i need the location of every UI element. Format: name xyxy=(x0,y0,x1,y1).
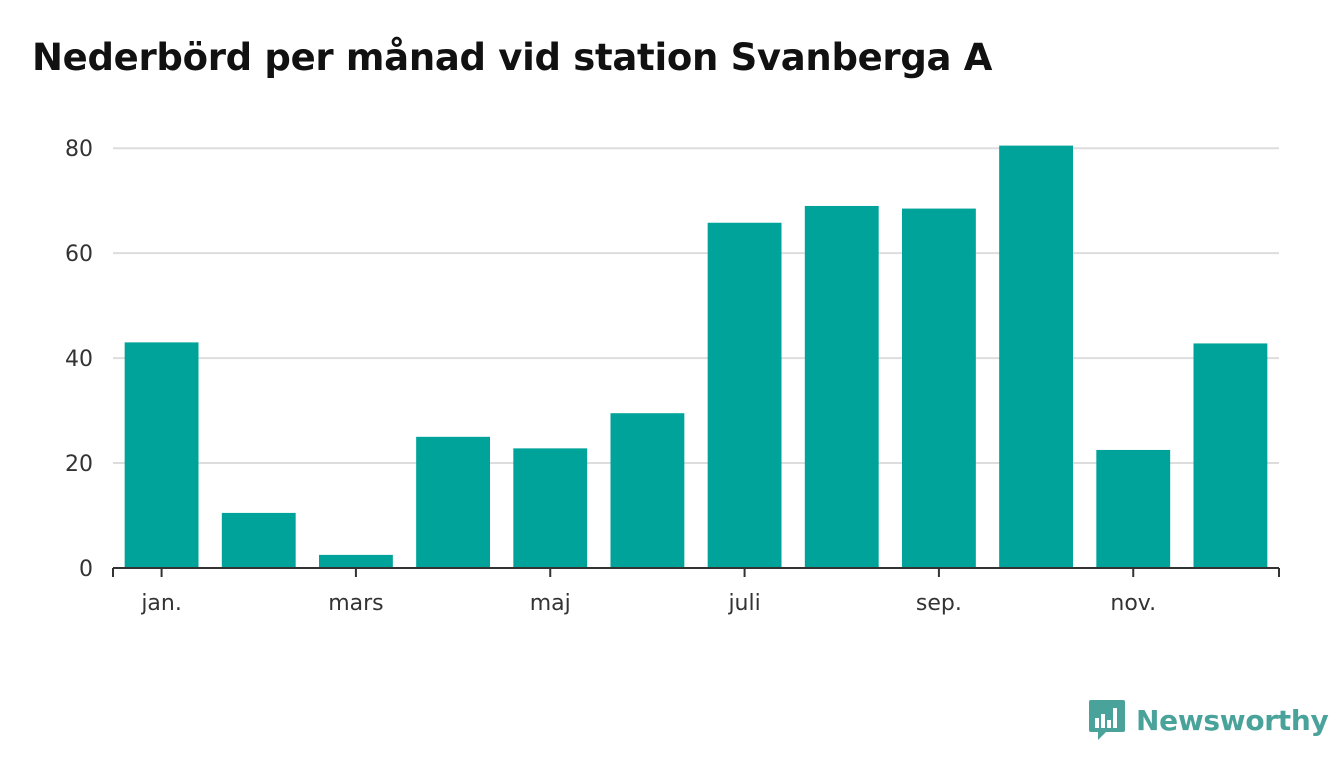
x-tick-label-maj: maj xyxy=(530,591,571,616)
x-tick-label-sep: sep. xyxy=(916,591,962,616)
y-tick-label-20: 20 xyxy=(65,452,93,477)
y-tick-label-40: 40 xyxy=(65,347,93,372)
bar-feb xyxy=(221,512,296,568)
y-tick-label-60: 60 xyxy=(65,242,93,267)
bar-juni xyxy=(610,413,685,568)
x-tick-label-nov: nov. xyxy=(1110,591,1156,616)
x-tick-label-mars: mars xyxy=(328,591,383,616)
chart-title: Nederbörd per månad vid station Svanberg… xyxy=(32,36,993,79)
x-tick-label-jan: jan. xyxy=(140,591,182,616)
brand-name: Newsworthy xyxy=(1136,703,1329,737)
bar-aug xyxy=(804,205,879,568)
bar-sep xyxy=(901,208,976,568)
bar-april xyxy=(416,436,491,568)
bar-juli xyxy=(707,222,782,568)
bar-jan xyxy=(124,342,199,568)
bar-maj xyxy=(513,448,588,568)
newsworthy-logo: Newsworthy xyxy=(1088,698,1329,742)
y-tick-label-80: 80 xyxy=(65,137,93,162)
bar-okt xyxy=(999,145,1074,569)
gridlines xyxy=(113,147,1279,465)
x-tick-label-juli: juli xyxy=(727,591,760,616)
bar-mars xyxy=(318,554,393,568)
y-tick-label-0: 0 xyxy=(79,557,93,582)
bar-dec xyxy=(1193,343,1268,568)
bar-chart-speech-bubble-icon xyxy=(1089,700,1125,740)
axes: 0 20 40 60 80 jan. mars maj juli sep. nov. xyxy=(65,137,1280,616)
bars xyxy=(124,145,1268,569)
bar-nov xyxy=(1096,449,1171,568)
